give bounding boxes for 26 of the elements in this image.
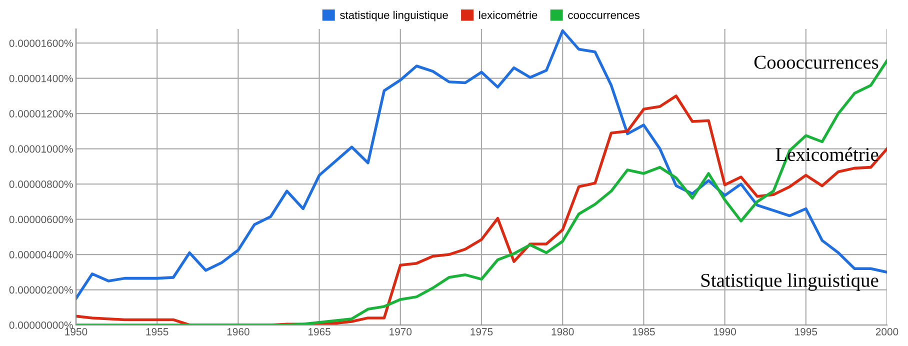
line-series [76, 29, 887, 300]
x-tick-label: 1965 [308, 328, 330, 336]
x-tick-label: 2000 [876, 328, 898, 336]
x-tick-label: 1985 [632, 328, 655, 336]
x-tick-label: 1990 [714, 328, 736, 336]
y-tick-label: 0.00001600% [9, 40, 73, 47]
annotation: Coooccurrences [754, 56, 878, 69]
annotation: Statistique linguistique [701, 273, 878, 291]
x-tick-label: 1975 [470, 328, 493, 336]
y-tick-label: 0.00001200% [9, 110, 73, 118]
legend-label: lexicométrie [479, 10, 538, 20]
y-tick-label: 0.00000600% [9, 216, 73, 224]
x-tick-label: 1995 [795, 328, 818, 336]
x-tick-label: 1980 [552, 328, 574, 336]
y-tick-label: 0.00001000% [9, 145, 73, 153]
y-tick-label: 0.00000000% [9, 322, 73, 329]
y-tick-label: 0.00000800% [9, 180, 73, 188]
x-tick-label: 1950 [65, 328, 88, 336]
x-tick-label: 1955 [146, 328, 168, 336]
x-tick-label: 1960 [227, 328, 250, 336]
y-tick-label: 0.00000200% [9, 286, 73, 294]
legend-label: statistique linguistique [340, 10, 448, 22]
legend-label: cooccurrences [568, 12, 640, 20]
y-tick-label: 0.00001400% [9, 74, 73, 82]
x-tick-label: 1970 [390, 328, 412, 336]
y-tick-label: 0.00000400% [9, 251, 73, 258]
